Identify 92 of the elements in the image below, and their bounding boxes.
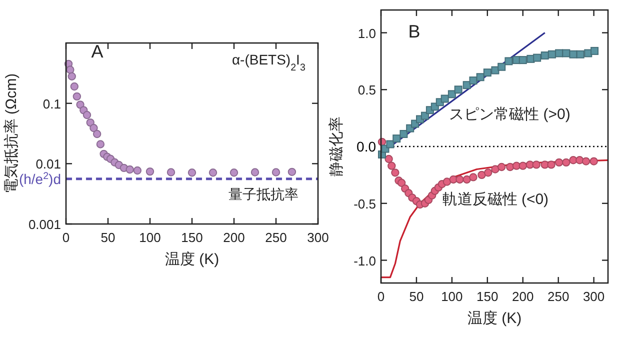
point [483, 68, 492, 77]
point [90, 124, 98, 132]
point [518, 56, 527, 64]
x-tick-label: 300 [582, 289, 605, 304]
point [462, 81, 471, 90]
x-tick-label: 200 [223, 230, 245, 245]
point [590, 46, 599, 55]
point [484, 168, 492, 177]
point [70, 82, 78, 91]
point [462, 175, 471, 184]
point [68, 72, 76, 80]
x-tick-label: 250 [265, 230, 287, 245]
point [562, 49, 570, 58]
y-tick-label: -0.5 [354, 196, 376, 212]
point [497, 162, 506, 172]
point [420, 112, 429, 120]
annotation: B [408, 21, 420, 42]
y-tick-label: -1.0 [354, 253, 376, 268]
x-tick-label: 50 [100, 230, 116, 245]
point [400, 130, 408, 138]
x-tick-label: 200 [512, 289, 534, 304]
point [532, 160, 540, 169]
point [454, 86, 462, 94]
point [569, 50, 578, 58]
point [397, 178, 406, 187]
point [533, 54, 542, 62]
point [272, 168, 280, 176]
x-tick-label: 300 [307, 230, 329, 245]
x-tick-label: 50 [409, 289, 424, 304]
y-tick-label: 1.0 [358, 26, 376, 41]
point [388, 162, 396, 170]
point [562, 158, 570, 167]
point [250, 168, 260, 176]
y-tick-label: 0.0 [356, 138, 376, 154]
series-label: 軌道反磁性 (<0) [442, 190, 549, 208]
point [288, 168, 296, 176]
x-tick-label: 100 [139, 230, 161, 245]
x-axis-title: 温度 (K) [164, 251, 220, 268]
point [590, 157, 598, 166]
y-tick-label: 0.5 [358, 82, 376, 98]
series-label: スピン常磁性 (>0) [449, 106, 570, 124]
point [469, 173, 478, 182]
point [469, 76, 478, 85]
point [384, 154, 393, 164]
annotation: 量子抵抗率 [228, 186, 298, 202]
point [448, 90, 456, 98]
x-axis-title: 温度 (K) [467, 310, 522, 327]
point [92, 130, 102, 138]
point [208, 168, 218, 177]
point [440, 94, 449, 103]
point [491, 165, 500, 174]
point [478, 170, 486, 180]
point [548, 50, 556, 58]
point [504, 57, 513, 66]
x-tick-label: 100 [441, 289, 463, 304]
point [82, 110, 92, 120]
y-tick-label: 0.001 [28, 217, 61, 232]
point [126, 165, 134, 174]
point [188, 168, 196, 177]
x-tick-label: 150 [181, 230, 203, 245]
x-tick-label: 0 [62, 230, 70, 245]
point [66, 66, 74, 74]
point [476, 73, 484, 82]
point [96, 140, 105, 148]
point [72, 92, 82, 101]
x-tick-label: 150 [476, 289, 498, 304]
point [146, 167, 154, 176]
x-tick-label: 0 [377, 289, 385, 304]
point [582, 157, 590, 166]
y-tick-label: 0.01 [36, 156, 61, 172]
y-tick-label: 0.1 [42, 96, 61, 112]
y-axis-title: 電気抵抗率 (Ωcm) [3, 73, 20, 194]
point [392, 134, 401, 143]
point [442, 178, 452, 186]
annotation: A [91, 41, 104, 62]
x-tick-label: 250 [547, 289, 570, 304]
point [554, 158, 564, 167]
point [386, 140, 394, 148]
point [166, 168, 176, 176]
point [518, 162, 527, 170]
ref-line-label: (h/e$^{2}$)d [18, 170, 61, 187]
point [547, 160, 556, 169]
annotation: α-(BETS)$_{2}$I$_{3}$ [232, 52, 306, 74]
point [391, 168, 400, 177]
point [456, 175, 464, 184]
point [576, 50, 584, 58]
point [133, 166, 142, 175]
y-axis-title: 静磁化率 [328, 116, 345, 176]
point [540, 52, 549, 60]
point [491, 66, 500, 74]
point [230, 168, 238, 177]
point [498, 62, 506, 71]
